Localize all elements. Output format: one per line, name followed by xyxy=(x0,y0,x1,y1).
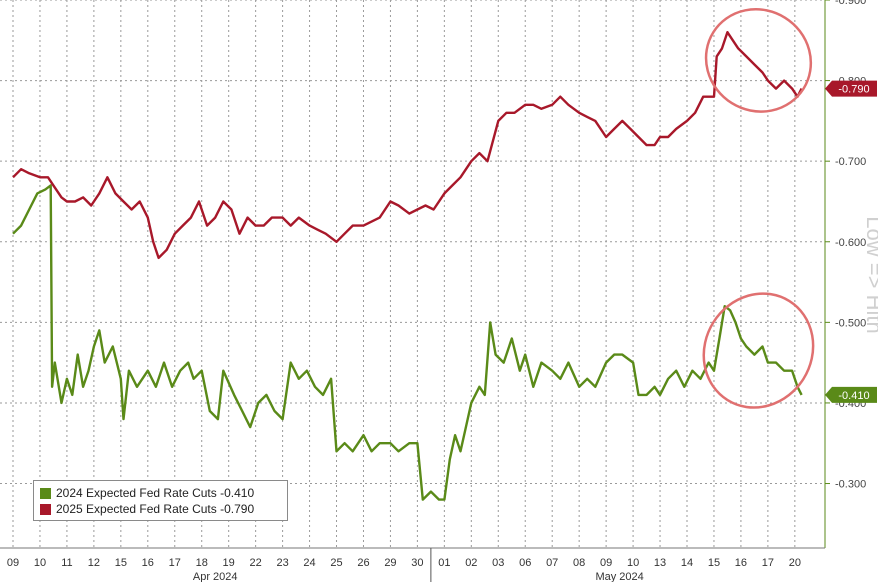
label-layer: -0.410 -0.790 Low => Hith xyxy=(825,80,878,403)
y-tick-label: -0.700 xyxy=(835,156,866,168)
x-tick-label: 14 xyxy=(681,557,693,569)
x-tick-label: 20 xyxy=(789,557,801,569)
y-tick-label: -0.900 xyxy=(835,0,866,7)
last-value-text-2025: -0.790 xyxy=(838,84,869,96)
x-tick-label: 02 xyxy=(465,557,477,569)
x-tick-label: 19 xyxy=(223,557,235,569)
highlight-ellipse xyxy=(702,292,815,409)
x-tick-label: 06 xyxy=(519,557,531,569)
x-tick-label: 22 xyxy=(250,557,262,569)
x-tick-label: 26 xyxy=(357,557,369,569)
series-line-2025 xyxy=(12,31,803,260)
x-tick-label: 08 xyxy=(573,557,585,569)
x-tick-label: 29 xyxy=(384,557,396,569)
x-tick-label: 13 xyxy=(654,557,666,569)
x-tick-label: 12 xyxy=(88,557,100,569)
x-tick-label: 09 xyxy=(600,557,612,569)
x-tick-label: 25 xyxy=(330,557,342,569)
x-tick-label: 15 xyxy=(115,557,127,569)
y-tick-label: -0.500 xyxy=(835,317,866,329)
legend-label-2024: 2024 Expected Fed Rate Cuts xyxy=(56,486,217,500)
x-tick-label: 09 xyxy=(7,557,19,569)
legend-label-2025: 2025 Expected Fed Rate Cuts xyxy=(56,502,217,516)
side-axis-label: Low => Hith xyxy=(862,216,878,333)
x-tick-label: 15 xyxy=(708,557,720,569)
x-tick-label: 17 xyxy=(762,557,774,569)
legend-value-2024: -0.410 xyxy=(220,486,255,500)
legend-swatch-2025 xyxy=(40,503,51,515)
legend-entry-2025: 2025 Expected Fed Rate Cuts -0.790 xyxy=(40,501,281,517)
last-value-badge-2024 xyxy=(825,386,877,403)
x-tick-label: 23 xyxy=(276,557,288,569)
x-tick-label: 30 xyxy=(411,557,423,569)
x-tick-label: 10 xyxy=(34,557,46,569)
x-tick-label: 10 xyxy=(627,557,639,569)
legend-entry-2024: 2024 Expected Fed Rate Cuts -0.410 xyxy=(40,485,281,501)
series-layer xyxy=(12,31,803,501)
x-tick-label: 07 xyxy=(546,557,558,569)
series-line-2024 xyxy=(12,184,803,501)
y-tick-label: -0.300 xyxy=(835,479,866,491)
x-tick-label: 16 xyxy=(735,557,747,569)
x-tick-label: 17 xyxy=(169,557,181,569)
y-tick-label: -0.600 xyxy=(835,237,866,249)
grid-layer xyxy=(0,0,825,548)
x-tick-label: 16 xyxy=(142,557,154,569)
legend: 2024 Expected Fed Rate Cuts -0.410 2025 … xyxy=(33,480,288,521)
legend-value-2025: -0.790 xyxy=(220,502,255,516)
month-label: Apr 2024 xyxy=(193,571,238,582)
x-tick-label: 18 xyxy=(196,557,208,569)
annotation-layer xyxy=(702,8,815,409)
last-value-badge-2025 xyxy=(825,80,877,97)
x-tick-label: 03 xyxy=(492,557,504,569)
legend-swatch-2024 xyxy=(40,487,51,499)
x-tick-label: 24 xyxy=(303,557,315,569)
last-value-text-2024: -0.410 xyxy=(838,390,869,402)
highlight-ellipse xyxy=(704,8,813,113)
x-tick-label: 01 xyxy=(438,557,450,569)
month-label: May 2024 xyxy=(595,571,643,582)
x-tick-label: 11 xyxy=(61,557,72,569)
